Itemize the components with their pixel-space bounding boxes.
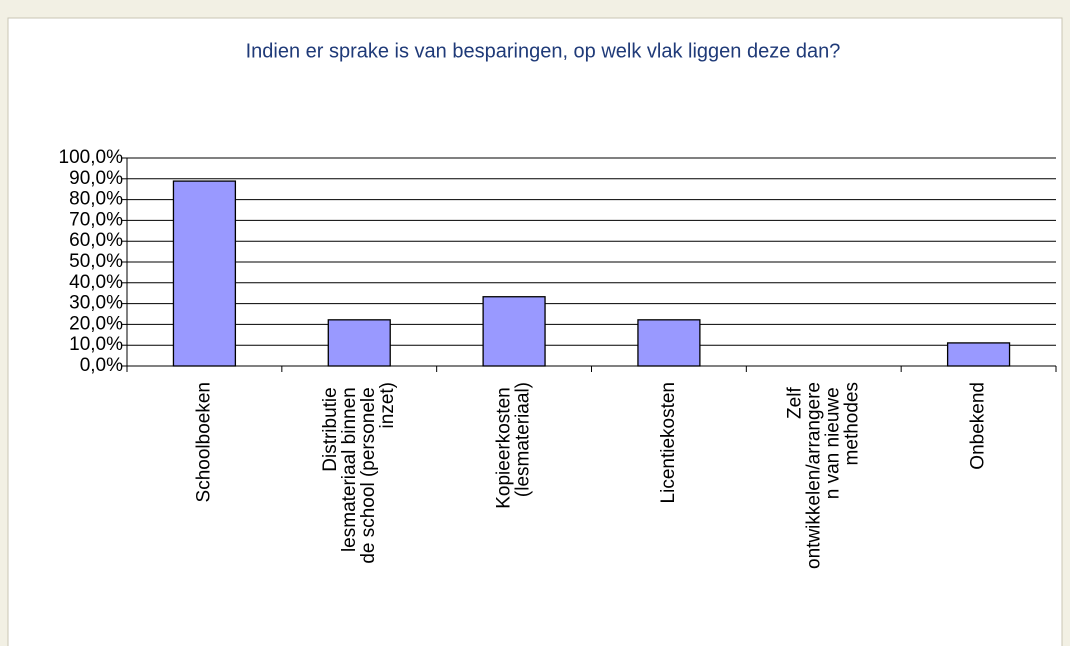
bar [172,180,237,367]
x-tick-label-line: ontwikkelen/arrangere [803,382,824,569]
x-tick-label-line: Licentiekosten [658,382,679,503]
x-tick-label: Licentiekosten [658,382,679,503]
x-tick-label-line: inzet) [377,382,398,428]
x-tick-label: Schoolboeken [193,382,214,502]
x-tick-label: Distributie lesmateriaal binnen de schoo… [320,382,398,564]
y-tick-label: 90,0% [69,168,123,189]
x-tick-label-line: Zelf [784,382,805,419]
y-tick-label: 30,0% [69,293,123,314]
x-tick-label: Zelf ontwikkelen/arrangeren van nieuwe m… [784,382,862,569]
bar [946,342,1011,367]
x-tick-label-line: (lesmateriaal) [513,382,534,497]
y-tick-label: 80,0% [69,189,123,210]
x-tick-label-line: Kopieerkosten [494,382,515,509]
x-tick-label-line: Schoolboeken [193,382,214,502]
y-tick-label: 70,0% [69,209,123,230]
x-tick-label-line: Distributie [320,382,341,472]
bar [482,296,546,367]
x-tick-label-line: Onbekend [968,382,989,470]
x-tick-label-line: de school (personele [358,382,379,564]
x-tick-label-line: methodes [841,382,862,465]
y-tick-label: 10,0% [69,334,123,355]
y-tick-label: 100,0% [59,147,124,168]
bar [327,319,391,367]
y-tick-label: 50,0% [69,251,123,272]
x-tick-label: Kopieerkosten (lesmateriaal) [494,382,534,509]
y-tick-label: 40,0% [69,272,123,293]
x-tick-label-line: n van nieuwe [822,382,843,499]
y-tick-label: 0,0% [80,355,123,376]
x-tick-label: Onbekend [968,382,989,470]
y-tick-label: 20,0% [69,313,123,334]
chart-title: Indien er sprake is van besparingen, op … [246,40,841,62]
x-tick-label-line: lesmateriaal binnen [339,382,360,552]
bar [637,319,701,367]
y-tick-label: 60,0% [69,230,123,251]
